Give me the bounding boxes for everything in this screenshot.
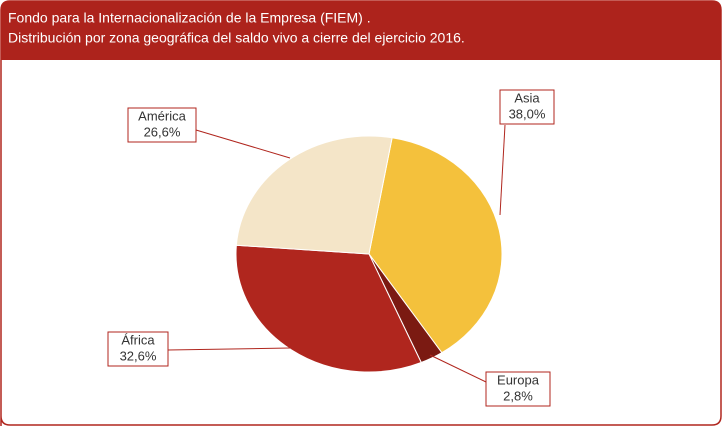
slice-label: África: [121, 332, 155, 347]
leader-line: [429, 354, 487, 383]
label-box: [107, 331, 169, 367]
chart-title: Fondo para la Internacionalización de la…: [8, 10, 371, 26]
label-box: [499, 89, 555, 125]
slice-label: Europa: [497, 372, 540, 387]
leader-line: [167, 347, 291, 351]
label-box: [127, 107, 197, 143]
slice-label: América: [138, 108, 186, 123]
label-box: [485, 371, 551, 407]
leader-line: [195, 129, 291, 159]
leader-line: [499, 124, 506, 216]
slice-value-label: 38,0%: [509, 106, 546, 121]
pie-slice: [235, 244, 422, 373]
slice-value-label: 32,6%: [120, 348, 157, 363]
slice-value-label: 26,6%: [144, 124, 181, 139]
header: [1, 1, 721, 60]
chart-subtitle: Distribución por zona geográfica del sal…: [8, 30, 465, 46]
pie-slice: [235, 135, 393, 255]
slice-value-label: 2,8%: [503, 388, 533, 403]
slice-label: Asia: [514, 90, 540, 105]
